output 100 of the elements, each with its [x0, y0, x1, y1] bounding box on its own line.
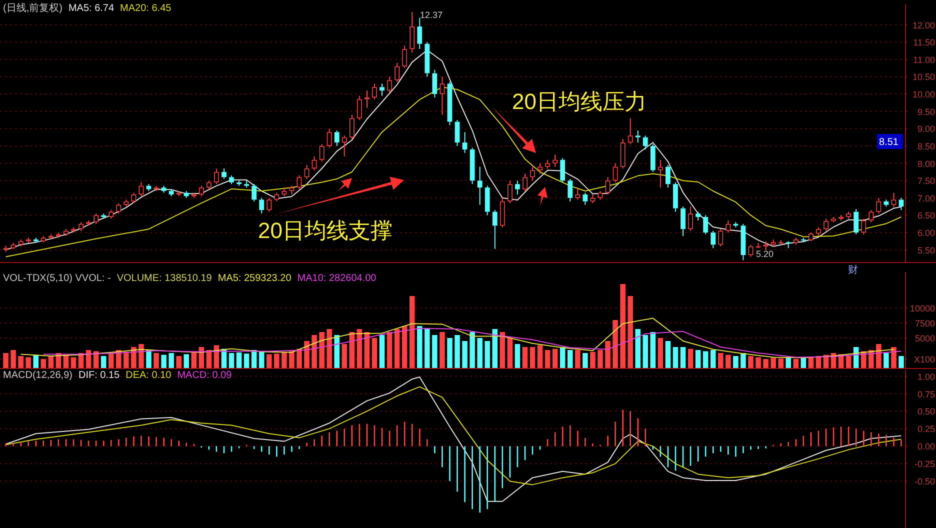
bar [191, 351, 197, 368]
candlestick [854, 208, 859, 235]
y-tick-label: 11.00 [913, 54, 935, 65]
bar [40, 359, 46, 368]
candlestick [500, 197, 505, 228]
bar [884, 353, 889, 368]
candlestick [56, 232, 61, 238]
chart-title: (日线,前复权) [3, 2, 62, 14]
y-tick-label: 10000 [910, 304, 935, 314]
y-tick-label: 1.00 [917, 372, 935, 382]
candlestick [470, 147, 475, 185]
bar [334, 335, 340, 368]
text: DEA: 0.10 [126, 370, 172, 381]
bar [763, 359, 768, 368]
candlestick [688, 206, 693, 232]
y-tick-label: 8.00 [917, 158, 935, 169]
bar [184, 354, 189, 368]
bar [770, 358, 776, 368]
bar [447, 338, 452, 368]
bar [131, 347, 136, 368]
bar [154, 353, 159, 368]
candlestick [410, 11, 415, 53]
candlestick [808, 232, 814, 242]
bar [695, 350, 701, 368]
bar [282, 352, 287, 368]
bar [424, 329, 430, 368]
bar [793, 359, 799, 368]
bar [402, 326, 408, 368]
candlestick [680, 206, 686, 237]
candlestick [342, 135, 347, 157]
bar [319, 332, 324, 368]
y-tick-label: 10.00 [912, 90, 935, 100]
candlestick [582, 192, 588, 206]
bar [304, 341, 310, 368]
line-series [5, 386, 902, 486]
candlestick [515, 180, 520, 195]
candlestick [605, 176, 610, 195]
candlestick [838, 214, 844, 221]
candlestick [440, 76, 445, 116]
candlestick [763, 240, 768, 250]
candlestick [206, 180, 212, 190]
bar [33, 354, 38, 368]
candlestick [40, 236, 46, 243]
bar [146, 350, 152, 368]
bar [688, 348, 694, 368]
bar [394, 329, 400, 368]
candlestick [538, 162, 542, 174]
annotation: 财 [848, 264, 858, 276]
candlestick [252, 184, 257, 202]
bar [552, 348, 558, 368]
candlestick [304, 164, 310, 180]
y-tick-label: 9.00 [917, 124, 935, 134]
candlestick [417, 17, 422, 50]
candlestick [718, 228, 724, 247]
bar [417, 326, 422, 368]
bar [470, 332, 475, 368]
candlestick [274, 192, 280, 202]
chart-title: MACD(12,26,9) [3, 370, 72, 381]
y-tick-label: 10.50 [912, 72, 935, 82]
y-tick-label: 5000 [914, 334, 935, 344]
bar [93, 351, 99, 368]
bar [484, 341, 490, 368]
bar [846, 356, 852, 368]
bar [244, 354, 250, 368]
candlestick [628, 118, 633, 145]
candlestick [861, 218, 866, 236]
bar [898, 356, 904, 368]
bar [492, 329, 498, 368]
bar [568, 350, 573, 368]
annotation: MACD: 0.09 [177, 370, 232, 381]
bar [161, 354, 166, 368]
bar [289, 351, 294, 368]
candlestick [380, 83, 384, 96]
bar [100, 356, 106, 368]
bar [409, 296, 415, 368]
bar [379, 335, 385, 368]
bar [672, 347, 678, 368]
bar [266, 354, 272, 368]
line-series [42, 328, 902, 358]
bar [575, 350, 580, 368]
y-tick-label: 12.00 [912, 20, 935, 30]
bar [612, 320, 618, 368]
candlestick [552, 154, 558, 168]
candlestick [891, 192, 896, 208]
y-tick-label: 0.00 [917, 442, 935, 452]
bar [891, 347, 896, 368]
annotation: VOLUME: 138510.19 [116, 273, 212, 284]
candlestick [78, 222, 84, 232]
bar [432, 335, 438, 368]
y-tick-label: -0.25 [914, 459, 935, 470]
bar [530, 347, 536, 368]
bar [462, 341, 468, 368]
y-tick-label: 11.50 [913, 38, 935, 48]
bar [138, 344, 144, 368]
y-tick-label: X100 [914, 354, 935, 364]
bar [680, 347, 686, 368]
bar [582, 353, 588, 368]
bar [628, 296, 633, 368]
bar [507, 338, 513, 368]
candlestick [477, 166, 482, 206]
